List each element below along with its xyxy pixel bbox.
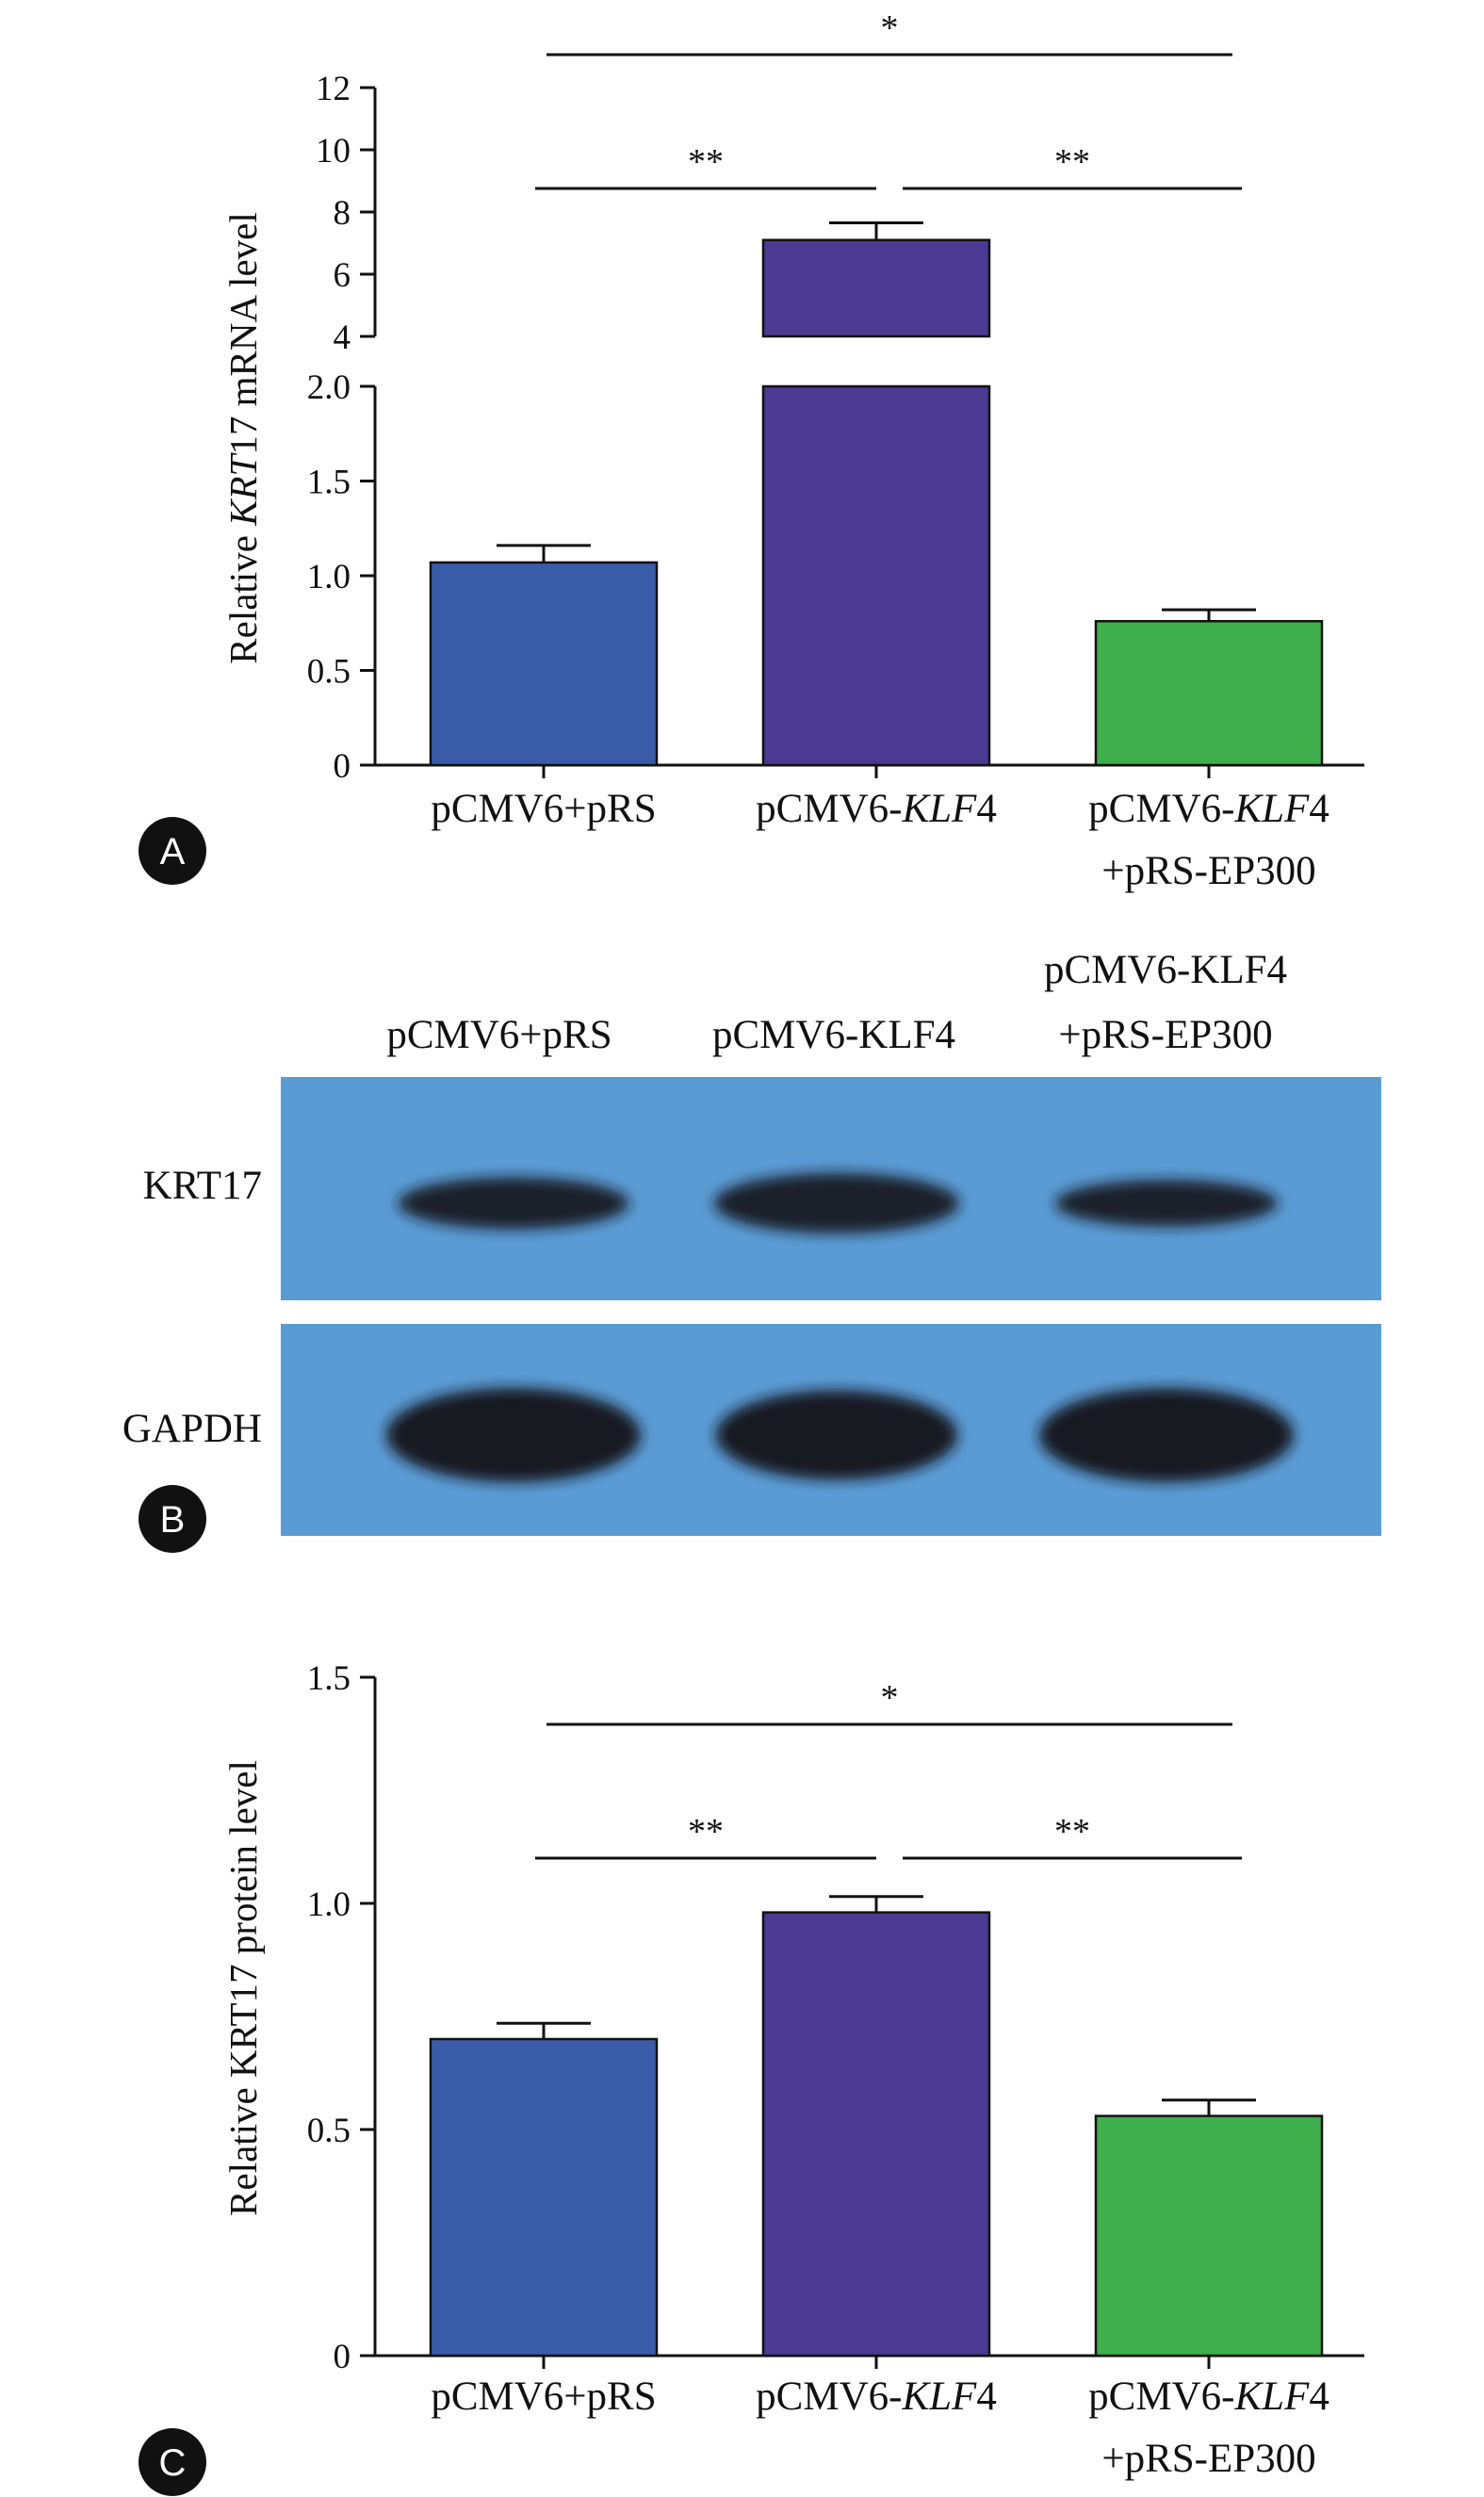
- panel-c-category-label-3: pCMV6-KLF4: [1088, 2375, 1329, 2419]
- panel-a-significance-label-1: **: [688, 142, 724, 182]
- panel-a-y-tick-label: 2.0: [307, 368, 351, 407]
- panel-a-y-tick-label: 8: [334, 194, 351, 233]
- gapdh-band-1: [386, 1388, 641, 1482]
- panel-c-category-label-2: pCMV6-KLF4: [756, 2375, 997, 2419]
- panel-b-western-blot: pCMV6+pRS pCMV6-KLF4 pCMV6-KLF4 +pRS-EP3…: [122, 948, 1381, 1553]
- panel-a-category-text: 4: [976, 787, 997, 831]
- panel-a-category-italic: KLF: [901, 787, 977, 831]
- blot-bands: [386, 1173, 1294, 1482]
- panel-a-category-italic: KLF: [1233, 787, 1310, 831]
- panel-a-bar-3: [1094, 619, 1324, 767]
- panel-c-significance-label-2: **: [1054, 1812, 1090, 1852]
- panel-a-category-text: 4: [1309, 787, 1329, 831]
- panel-a-category-label-1: pCMV6+pRS: [431, 787, 656, 831]
- panel-c-y-axis-label: Relative KRT17 protein level: [221, 1760, 265, 2216]
- panel-a-ylabel-italic: KRT: [221, 451, 265, 526]
- panel-a-category-text: pCMV6-: [1088, 787, 1234, 831]
- panel-a-category-label-3: pCMV6-KLF4: [1088, 787, 1329, 831]
- panel-c-y-tick-label: 1.0: [307, 1885, 351, 1924]
- panel-c-bar-2: [761, 1911, 991, 2358]
- panel-c-letter: C: [159, 2442, 187, 2484]
- panel-a-y-tick-label: 0: [334, 747, 351, 786]
- gapdh-band-2: [715, 1390, 958, 1480]
- panel-a-category-text: pCMV6-: [756, 787, 902, 831]
- panel-a-letter: A: [160, 831, 186, 873]
- panel-c-category-italic: KLF: [901, 2375, 977, 2419]
- gapdh-band-3: [1039, 1388, 1294, 1482]
- panel-a-letter-badge: A: [139, 817, 206, 885]
- panel-c-category-text: pCMV6-: [756, 2375, 902, 2419]
- panel-a-bar-2-lower: [761, 384, 991, 767]
- krt17-band-1: [398, 1177, 629, 1230]
- panel-c-category-text: 4: [1309, 2375, 1329, 2419]
- panel-a-significance: ** ***: [535, 8, 1242, 190]
- panel-a-y-tick-label: 6: [334, 256, 351, 295]
- krt17-band-2: [714, 1173, 959, 1233]
- panel-c-category-text: pCMV6+pRS: [431, 2375, 656, 2419]
- blot-lane-label-3-line1: pCMV6-KLF4: [1044, 948, 1287, 992]
- panel-c-y-tick-label: 0.5: [307, 2112, 351, 2150]
- panel-a-y-tick-label: 1.5: [307, 464, 351, 502]
- blot-row-label-gapdh: GAPDH: [122, 1407, 262, 1451]
- panel-c-bars: [429, 1895, 1324, 2358]
- panel-a-y-tick-label: 12: [316, 70, 351, 108]
- panel-a-ylabel-part: 17 mRNA level: [221, 212, 265, 454]
- panel-c-category-italic: KLF: [1233, 2375, 1310, 2419]
- panel-a-y-tick-label: 0.5: [307, 653, 351, 692]
- panel-c-y-tick-label: 1.5: [307, 1659, 351, 1698]
- panel-a-y-axis-label: Relative KRT17 mRNA level: [221, 212, 265, 663]
- panel-c-bar-3: [1094, 2114, 1324, 2358]
- panel-b-letter: B: [160, 1499, 186, 1541]
- panel-c-significance-label-1: **: [688, 1812, 724, 1852]
- panel-a-ylabel-part: Relative: [221, 526, 265, 664]
- panel-b-letter-badge: B: [139, 1485, 206, 1553]
- panel-c-category-text: pCMV6-: [1088, 2375, 1234, 2419]
- panel-c-bar-1: [429, 2037, 659, 2358]
- panel-a-bars: [429, 221, 1324, 767]
- panel-c-category-text: 4: [976, 2375, 997, 2419]
- panel-c-y-tick-label: 0: [334, 2338, 351, 2376]
- panel-a-y-tick-label: 1.0: [307, 558, 351, 596]
- panel-a-category-text: pCMV6+pRS: [431, 787, 656, 831]
- blot-lane-label-3-line2: +pRS-EP300: [1058, 1013, 1272, 1057]
- panel-a-category-label-3-line2: +pRS-EP300: [1101, 849, 1315, 893]
- blot-lane-label-2: pCMV6-KLF4: [712, 1013, 955, 1057]
- panel-c-significance-label-3: *: [881, 1678, 899, 1718]
- blot-lane-label-1: pCMV6+pRS: [386, 1013, 612, 1057]
- panel-a-bar-1: [429, 561, 659, 767]
- panel-a-category-label-2: pCMV6-KLF4: [756, 787, 997, 831]
- blot-row-label-krt17: KRT17: [143, 1164, 262, 1208]
- panel-c-category-label-3-line2: +pRS-EP300: [1101, 2437, 1315, 2481]
- krt17-band-3: [1055, 1180, 1278, 1227]
- panel-a-bar-2-upper: [761, 238, 991, 338]
- panel-a-significance-label-3: *: [881, 8, 899, 48]
- panel-c-category-label-1: pCMV6+pRS: [431, 2375, 656, 2419]
- panel-a-y-tick-label: 4: [334, 318, 351, 357]
- panel-a-y-tick-label: 10: [316, 132, 351, 171]
- panel-a-significance-label-2: **: [1054, 142, 1090, 182]
- panel-c-significance: ** ***: [535, 1678, 1242, 1860]
- panel-c-letter-badge: C: [139, 2428, 206, 2496]
